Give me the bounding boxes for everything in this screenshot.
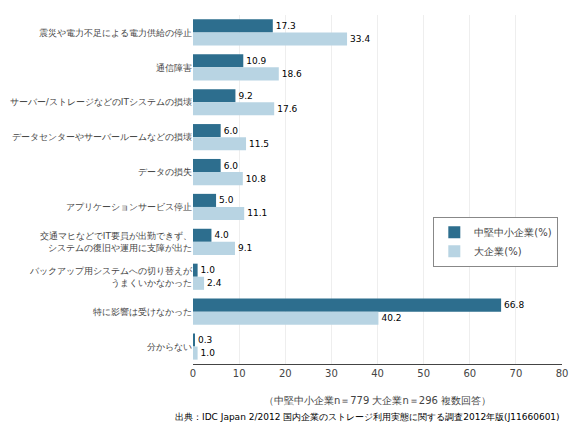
svg-text:10.9: 10.9 xyxy=(246,56,266,66)
svg-text:データの損失: データの損失 xyxy=(138,167,192,177)
svg-text:特に影響は受けなかった: 特に影響は受けなかった xyxy=(93,307,192,317)
svg-text:40.2: 40.2 xyxy=(381,313,401,323)
svg-text:出典：IDC Japan 2/2012 国内企業のストレージ: 出典：IDC Japan 2/2012 国内企業のストレージ利用実態に関する調査… xyxy=(175,412,560,422)
svg-text:分からない: 分からない xyxy=(147,342,192,352)
svg-text:1.0: 1.0 xyxy=(201,265,216,275)
svg-text:2.4: 2.4 xyxy=(207,278,222,288)
svg-text:大企業(%): 大企業(%) xyxy=(474,246,521,257)
svg-text:30: 30 xyxy=(325,368,338,379)
svg-text:0.3: 0.3 xyxy=(198,335,212,345)
svg-text:アプリケーションサービス停止: アプリケーションサービス停止 xyxy=(66,202,192,212)
svg-text:10: 10 xyxy=(233,368,246,379)
svg-text:5.0: 5.0 xyxy=(219,195,234,205)
svg-text:11.5: 11.5 xyxy=(249,139,269,149)
svg-text:中堅中小企業(%): 中堅中小企業(%) xyxy=(474,227,551,238)
svg-text:4.0: 4.0 xyxy=(214,230,229,240)
svg-text:40: 40 xyxy=(371,368,384,379)
svg-text:サーバー/ストレージなどのITシステムの損壊: サーバー/ストレージなどのITシステムの損壊 xyxy=(10,97,192,107)
svg-text:9.1: 9.1 xyxy=(238,243,252,253)
svg-text:6.0: 6.0 xyxy=(224,161,239,171)
svg-text:データセンターやサーバールームなどの損壊: データセンターやサーバールームなどの損壊 xyxy=(12,132,192,142)
svg-text:1.0: 1.0 xyxy=(201,348,216,358)
svg-text:17.3: 17.3 xyxy=(276,21,296,31)
svg-text:交通マヒなどでIT要員が出勤できず、システムの復旧や運用に支: 交通マヒなどでIT要員が出勤できず、システムの復旧や運用に支障が出た xyxy=(40,231,192,253)
svg-text:0: 0 xyxy=(190,368,196,379)
svg-text:70: 70 xyxy=(510,368,523,379)
svg-text:33.4: 33.4 xyxy=(350,34,370,44)
svg-text:11.1: 11.1 xyxy=(247,208,267,218)
svg-text:60: 60 xyxy=(463,368,476,379)
svg-text:震災や電力不足による電力供給の停止: 震災や電力不足による電力供給の停止 xyxy=(39,28,192,38)
svg-text:（中堅中小企業n＝779 大企業n＝296 複数回答）: （中堅中小企業n＝779 大企業n＝296 複数回答） xyxy=(264,395,491,406)
svg-text:80: 80 xyxy=(556,368,569,379)
svg-text:20: 20 xyxy=(279,368,292,379)
svg-text:50: 50 xyxy=(417,368,430,379)
svg-text:バックアップ用システムへの切り替えがうまくいかなかった: バックアップ用システムへの切り替えがうまくいかなかった xyxy=(29,266,193,288)
svg-text:9.2: 9.2 xyxy=(238,91,252,101)
svg-text:6.0: 6.0 xyxy=(224,126,239,136)
svg-text:17.6: 17.6 xyxy=(277,104,297,114)
svg-text:18.6: 18.6 xyxy=(282,69,302,79)
svg-text:66.8: 66.8 xyxy=(504,300,524,310)
svg-text:通信障害: 通信障害 xyxy=(156,63,192,73)
svg-text:10.8: 10.8 xyxy=(246,174,266,184)
